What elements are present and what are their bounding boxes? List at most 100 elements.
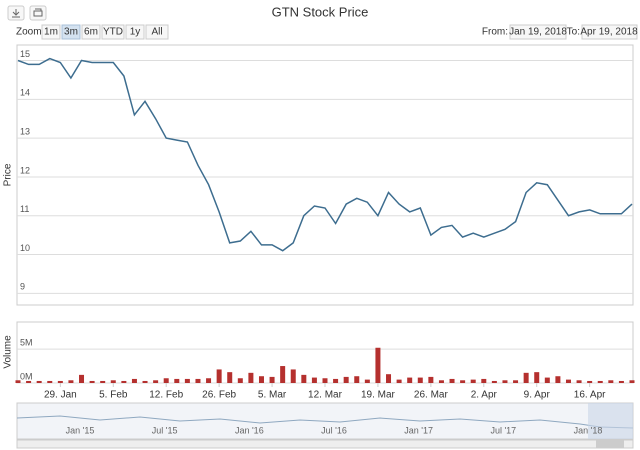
volume-bar [216, 369, 222, 383]
volume-bar [163, 378, 169, 383]
volume-bar [15, 380, 21, 383]
zoom-button[interactable] [101, 24, 125, 40]
volume-bar [587, 380, 593, 383]
print-icon [33, 8, 43, 17]
volume-bar [89, 380, 95, 383]
volume-bar [502, 380, 508, 383]
navigator-series [16, 415, 634, 429]
zoom-button[interactable] [61, 24, 81, 40]
y-tick-label: 11 [20, 204, 29, 214]
price-axis-title: Price [3, 163, 14, 186]
volume-bar [57, 380, 63, 383]
volume-bar [322, 378, 328, 383]
volume-bar [206, 378, 212, 383]
x-tick-label: 16. Apr [574, 390, 606, 401]
volume-bar [354, 376, 360, 383]
navigator-labels: Jan '15 Jul '15 Jan '16 Jul '16 Jan '17 Jul '… [66, 425, 603, 435]
print-button[interactable] [29, 5, 47, 21]
x-tick-label: 29. Jan [44, 390, 77, 401]
volume-bar [290, 369, 296, 383]
volume-bar [68, 380, 74, 383]
volume-bar [523, 372, 529, 383]
x-tick-label: 9. Apr [524, 390, 551, 401]
volume-bar [428, 376, 434, 383]
zoom-button-label[interactable]: 3m [64, 27, 78, 38]
volume-bar [364, 379, 370, 383]
volume-bar [227, 372, 233, 383]
volume-bar [184, 378, 190, 383]
from-date[interactable]: Jan 19, 2018 [509, 27, 567, 38]
chart-title: GTN Stock Price [272, 4, 369, 19]
navigator-area[interactable] [16, 402, 634, 440]
volume-bar [396, 379, 402, 383]
zoom-label: Zoom [16, 27, 42, 38]
volume-bar [534, 372, 540, 383]
volume-bar [269, 376, 275, 383]
volume-bar [460, 380, 466, 383]
scrollbar-thumb[interactable] [596, 440, 624, 448]
y-tick-label: 13 [20, 127, 30, 137]
zoom-button-label[interactable]: All [151, 27, 162, 38]
price-line [17, 57, 633, 252]
zoom-button[interactable] [81, 24, 101, 40]
volume-bar [131, 378, 137, 383]
x-tick-label: 19. Mar [361, 390, 396, 401]
x-tick-label: 12. Feb [149, 390, 183, 401]
volume-bar [555, 376, 561, 383]
navigator-label: Jan '15 [66, 425, 95, 435]
volume-bar [47, 380, 53, 383]
x-tick-label: 26. Feb [202, 390, 236, 401]
volume-bar [513, 380, 519, 383]
zoom-button-label[interactable]: 1y [130, 27, 141, 38]
y-tick-label: 5M [20, 337, 33, 347]
zoom-button-label[interactable]: 6m [84, 27, 98, 38]
y-tick-label: 12 [20, 165, 30, 175]
navigator-label: Jul '17 [490, 425, 516, 435]
volume-bar [438, 380, 444, 383]
zoom-button[interactable] [125, 24, 145, 40]
volume-bar [301, 374, 307, 383]
volume-bar [629, 380, 635, 383]
navigator-label: Jan '16 [235, 425, 264, 435]
volume-bar [375, 347, 381, 383]
volume-bar [110, 380, 116, 383]
volume-bar [449, 378, 455, 383]
volume-bar [608, 380, 614, 383]
volume-bar [576, 380, 582, 383]
volume-axis-title: Volume [3, 335, 14, 369]
volume-bar [195, 378, 201, 383]
scrollbar[interactable] [16, 439, 634, 449]
volume-bar [36, 380, 42, 383]
volume-bar [311, 377, 317, 383]
zoom-button[interactable] [41, 24, 61, 40]
zoom-button-label[interactable]: YTD [103, 27, 123, 38]
volume-bar [258, 376, 264, 383]
export-buttons[interactable] [7, 5, 47, 21]
volume-bar [417, 377, 423, 383]
zoom-button[interactable] [145, 24, 169, 40]
from-label: From: [482, 27, 508, 38]
y-tick-label: 14 [20, 88, 30, 98]
to-input[interactable] [581, 24, 638, 40]
navigator[interactable] [16, 402, 634, 449]
to-date[interactable]: Apr 19, 2018 [580, 27, 638, 38]
volume-bar [248, 372, 254, 383]
from-input[interactable] [509, 24, 567, 40]
y-tick-label: 15 [20, 49, 30, 59]
y-tick-label: 0M [20, 371, 33, 381]
download-icon [12, 9, 20, 18]
volume-bar [174, 378, 180, 383]
zoom-button-label[interactable]: 1m [44, 27, 58, 38]
x-tick-label: 12. Mar [308, 390, 343, 401]
navigator-label: Jul '16 [321, 425, 347, 435]
volume-bar [142, 380, 148, 383]
navigator-selection[interactable] [588, 403, 633, 439]
volume-bar [121, 380, 127, 383]
x-tick-label: 26. Mar [414, 390, 449, 401]
volume-bar [237, 378, 243, 383]
volume-bar [26, 380, 32, 383]
volume-bar [153, 380, 159, 383]
volume-bar [407, 377, 413, 383]
volume-bar [100, 380, 106, 383]
